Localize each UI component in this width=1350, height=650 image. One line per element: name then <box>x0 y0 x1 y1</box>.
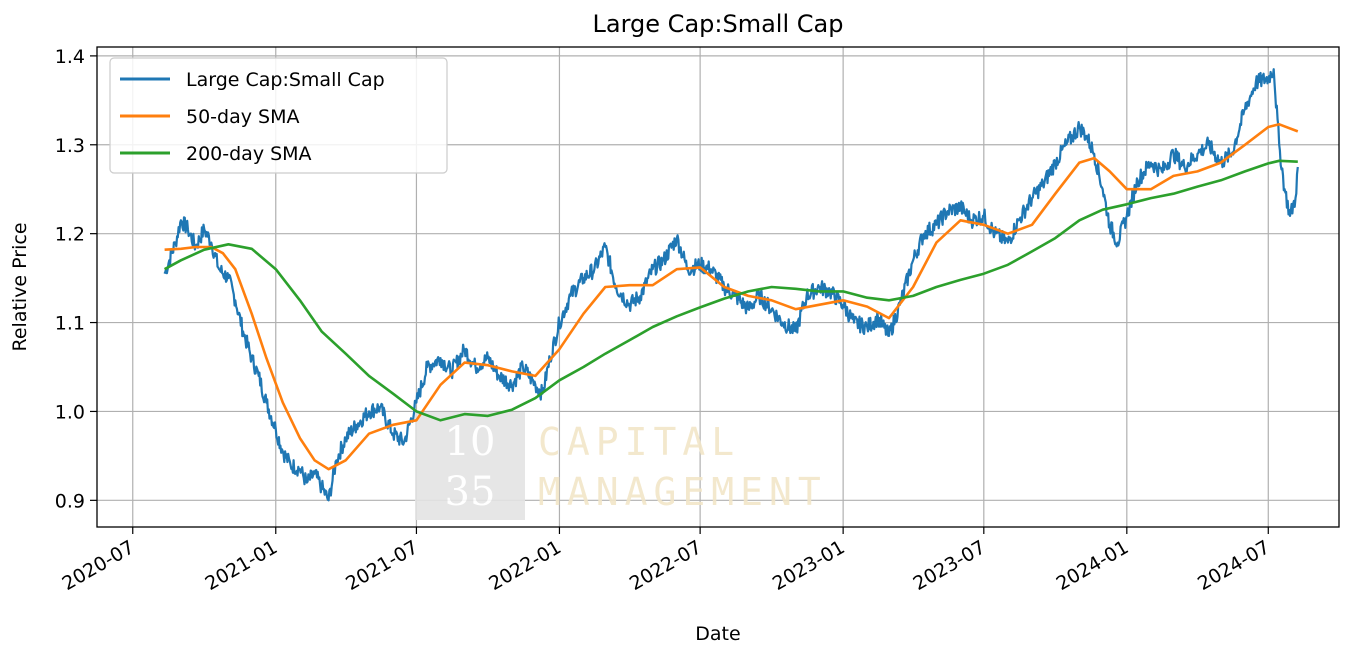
watermark-numeral-bottom: 35 <box>445 469 496 515</box>
legend-label-200-day-sma: 200-day SMA <box>186 143 312 165</box>
legend-label-large-cap-small-cap: Large Cap:Small Cap <box>186 69 385 91</box>
legend-label-50-day-sma: 50-day SMA <box>186 106 299 128</box>
y-tick-label: 1.3 <box>55 135 85 157</box>
y-tick-label: 1.0 <box>55 401 85 423</box>
plot-frame <box>96 46 1340 528</box>
grid-lines <box>97 47 1339 527</box>
series-line-large-cap-small-cap <box>163 68 1299 502</box>
chart-title: Large Cap:Small Cap <box>593 10 844 38</box>
watermark-word-top: CAPITAL <box>538 420 740 464</box>
x-tick-label: 2023-01 <box>769 536 849 595</box>
x-tick-label: 2024-01 <box>1053 536 1133 595</box>
x-tick-label: 2022-01 <box>485 536 565 595</box>
y-tick-label: 0.9 <box>55 490 85 512</box>
watermark: 10 35 CAPITAL MANAGEMENT <box>415 412 827 520</box>
x-tick-label: 2021-01 <box>202 536 282 595</box>
watermark-box <box>415 412 525 520</box>
x-axis-ticks: 2020-07 2021-01 2021-07 2022-01 2022-07 2023-… <box>58 527 1274 595</box>
x-axis-label: Date <box>695 623 740 645</box>
y-tick-label: 1.1 <box>55 313 85 335</box>
legend: Large Cap:Small Cap 50-day SMA 200-day S… <box>109 57 448 174</box>
y-tick-label: 1.2 <box>55 224 85 246</box>
watermark-word-bottom: MANAGEMENT <box>538 470 827 514</box>
series-line-50-day-sma <box>164 123 1299 471</box>
legend-box <box>109 57 448 174</box>
series-lines <box>163 68 1299 502</box>
x-tick-label: 2023-07 <box>910 536 990 595</box>
x-tick-label: 2024-07 <box>1194 536 1274 595</box>
y-axis-label: Relative Price <box>9 222 31 351</box>
watermark-numeral-top: 10 <box>445 419 496 465</box>
y-tick-label: 1.4 <box>55 46 85 68</box>
y-axis-ticks: 0.9 1.0 1.1 1.2 1.3 1.4 <box>55 46 97 512</box>
x-tick-label: 2020-07 <box>58 536 138 595</box>
x-tick-label: 2022-07 <box>626 536 706 595</box>
series-line-200-day-sma <box>163 159 1298 422</box>
x-tick-label: 2021-07 <box>342 536 422 595</box>
